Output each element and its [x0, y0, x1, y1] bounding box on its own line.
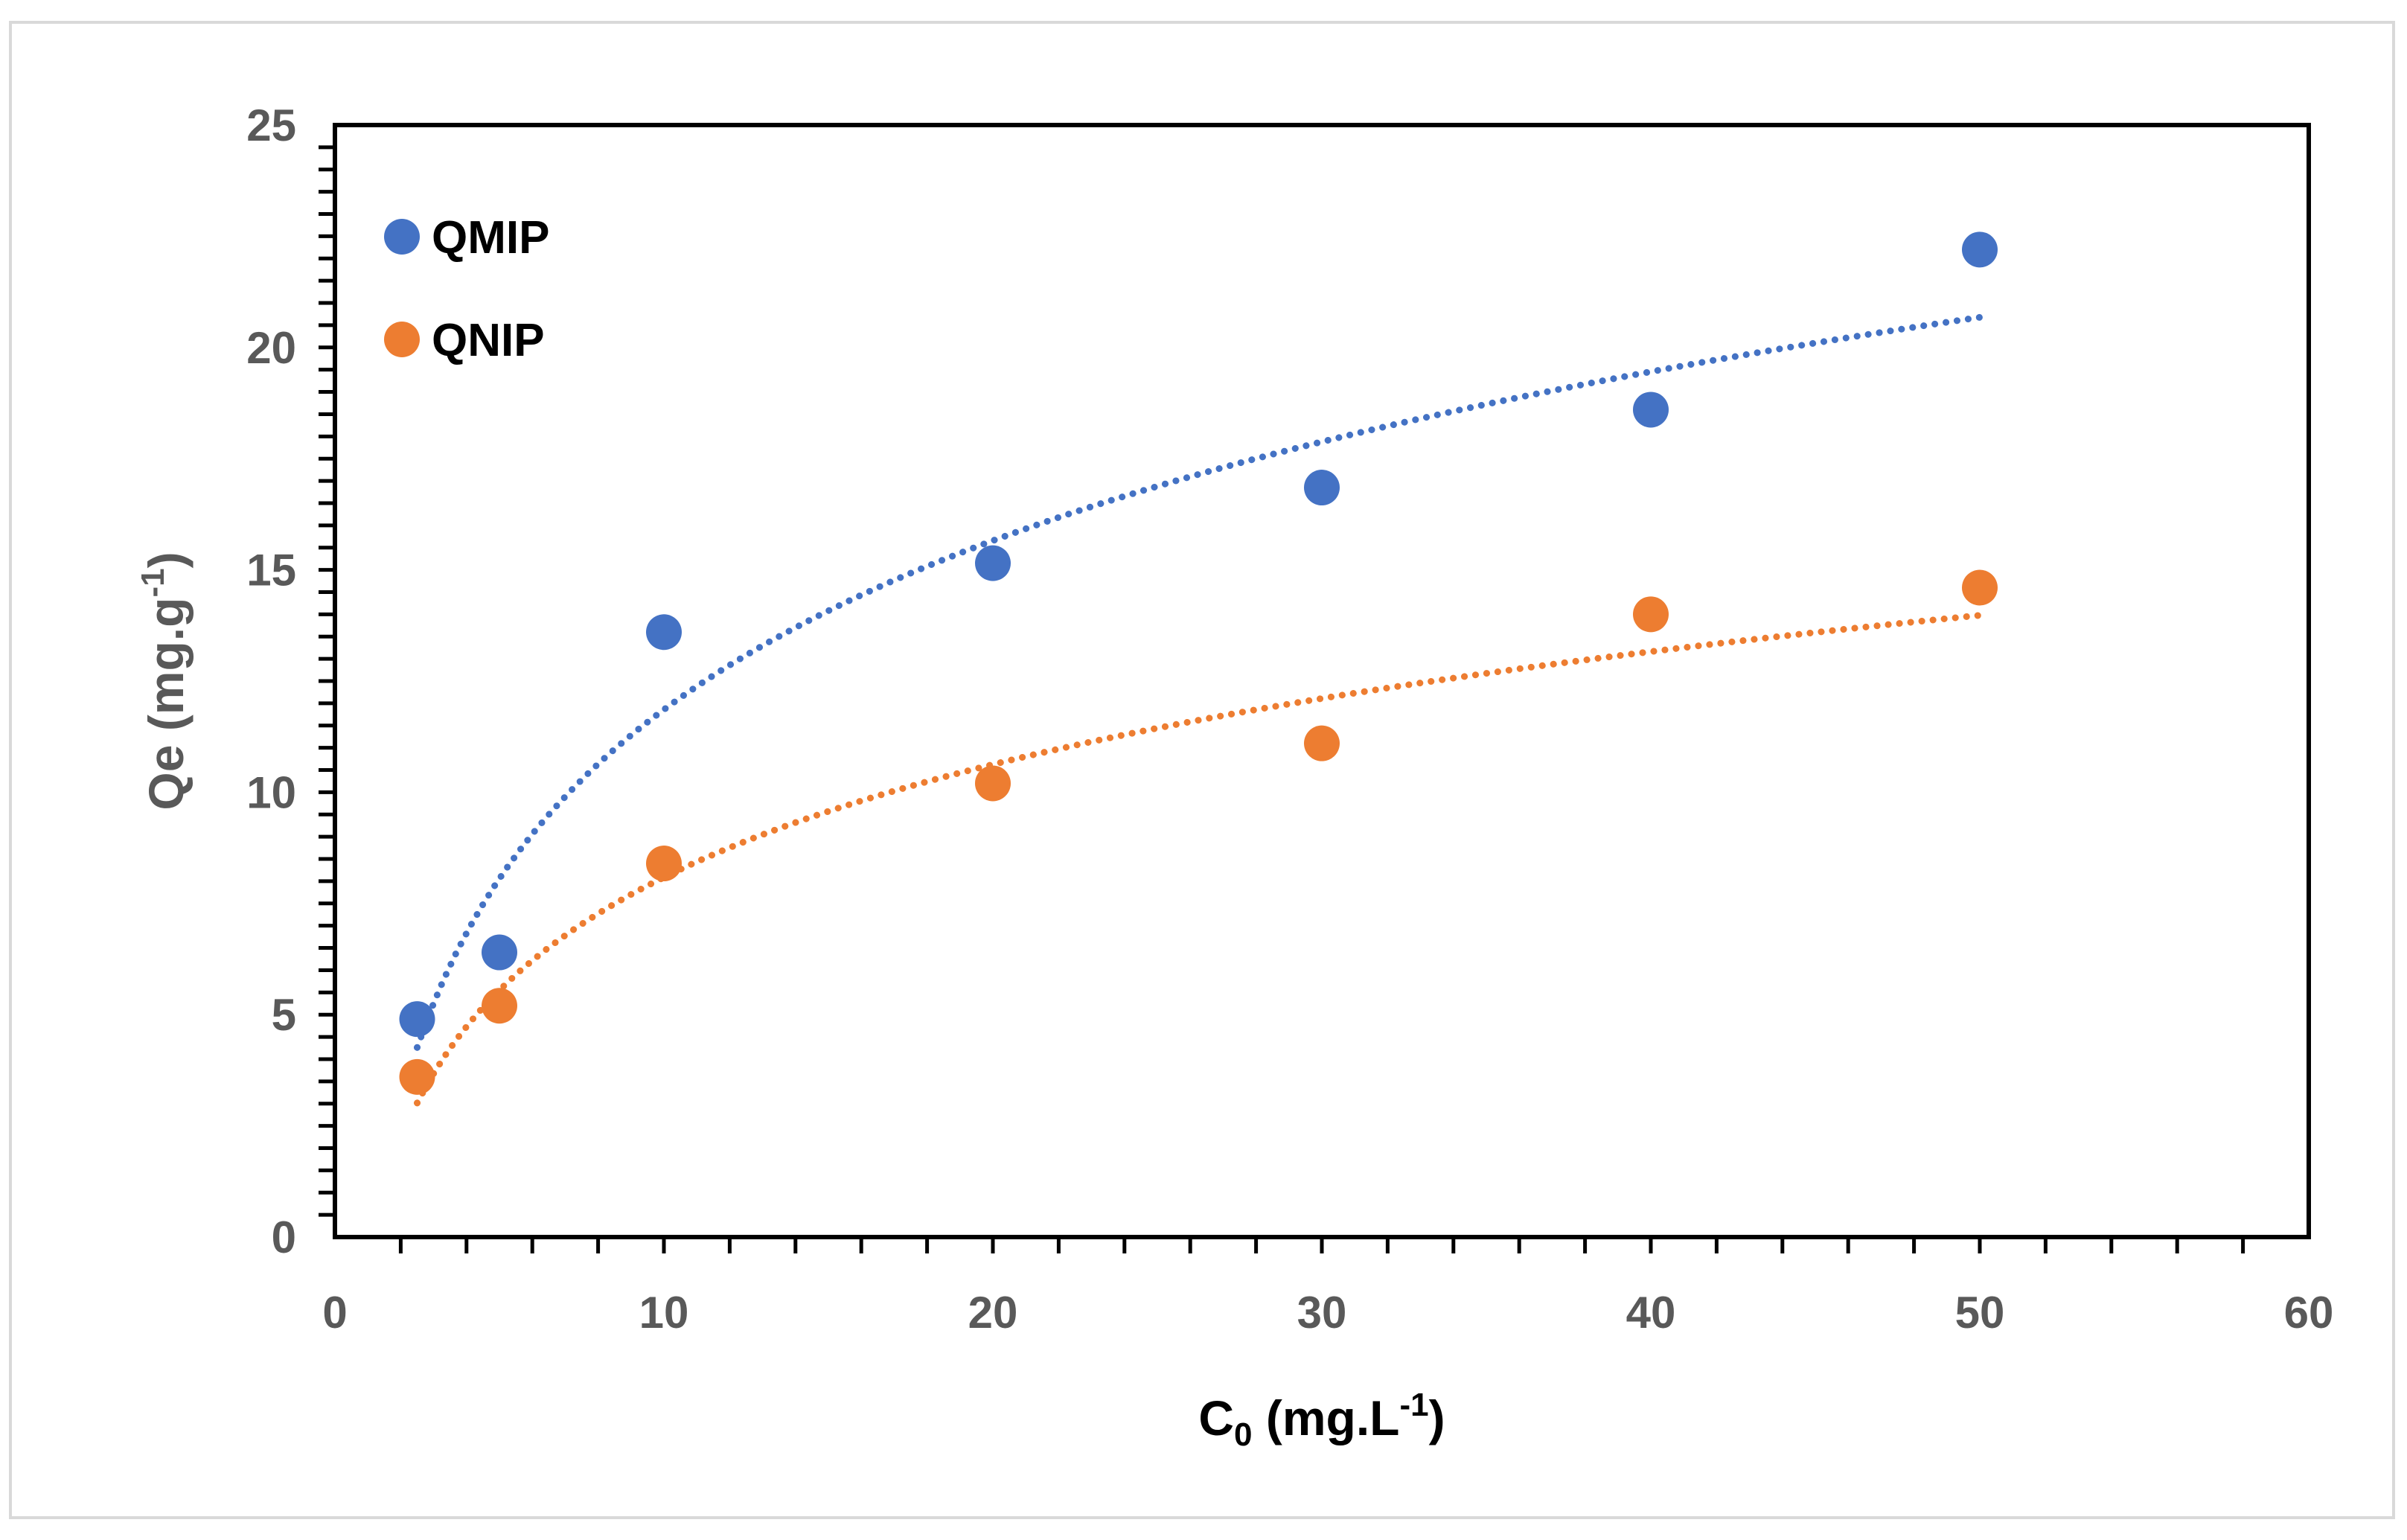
x-tick-label: 0 — [322, 1288, 347, 1338]
point-qmip — [1633, 392, 1669, 428]
point-qnip — [1304, 725, 1340, 761]
y-tick-label: 10 — [246, 767, 296, 817]
legend-label-qmip: QMIP — [432, 212, 549, 263]
point-qmip — [399, 1001, 435, 1038]
x-axis-title-end: ) — [1429, 1390, 1445, 1445]
x-tick-label: 50 — [1955, 1288, 2005, 1338]
legend: QMIP QNIP — [384, 212, 549, 366]
legend-marker-qmip — [384, 219, 420, 255]
x-axis-title-superscript: -1 — [1400, 1387, 1429, 1423]
y-axis-title-end: ) — [138, 552, 194, 568]
x-tick-label: 30 — [1297, 1288, 1347, 1338]
point-qmip — [646, 614, 682, 651]
x-axis-title: C0 (mg.L-1) — [1198, 1387, 1445, 1453]
minor-ticks — [319, 145, 2245, 1253]
point-qnip — [1962, 569, 1998, 606]
trendline-qmip — [414, 313, 1984, 1051]
y-axis-title: Qe (mg.g-1) — [135, 552, 194, 810]
point-qmip — [1304, 470, 1340, 506]
point-qmip — [1962, 231, 1998, 268]
y-tick-label: 5 — [272, 990, 296, 1040]
legend-label-qnip: QNIP — [432, 315, 545, 366]
x-tick-label: 60 — [2284, 1288, 2334, 1338]
point-qnip — [975, 765, 1011, 802]
x-tick-label: 10 — [639, 1288, 689, 1338]
data-points — [399, 231, 1998, 1095]
plot-area — [333, 123, 2311, 1239]
x-tick-label: 40 — [1626, 1288, 1676, 1338]
y-tick-label: 20 — [246, 323, 296, 373]
point-qmip — [975, 545, 1011, 581]
y-axis-title-superscript: -1 — [135, 568, 171, 597]
y-tick-label: 25 — [246, 100, 296, 150]
y-tick-label: 0 — [272, 1212, 296, 1262]
point-qnip — [399, 1058, 435, 1095]
x-axis-title-unit: (mg.L — [1253, 1390, 1400, 1445]
point-qnip — [646, 846, 682, 882]
x-axis-title-main: C — [1198, 1390, 1234, 1445]
legend-marker-qnip — [384, 322, 420, 357]
y-tick-labels: 0 5 10 15 20 25 — [246, 100, 296, 1262]
x-axis-title-subscript: 0 — [1234, 1416, 1252, 1453]
point-qnip — [482, 988, 517, 1024]
trendlines — [414, 313, 1984, 1107]
trendline-qnip — [414, 612, 1984, 1107]
point-qnip — [1633, 596, 1669, 633]
x-tick-label: 20 — [968, 1288, 1018, 1338]
x-tick-labels: 0 10 20 30 40 50 60 — [322, 1288, 2333, 1338]
y-tick-label: 15 — [246, 546, 296, 595]
y-axis-title-main: Qe (mg.g — [138, 598, 194, 811]
point-qmip — [482, 934, 517, 971]
